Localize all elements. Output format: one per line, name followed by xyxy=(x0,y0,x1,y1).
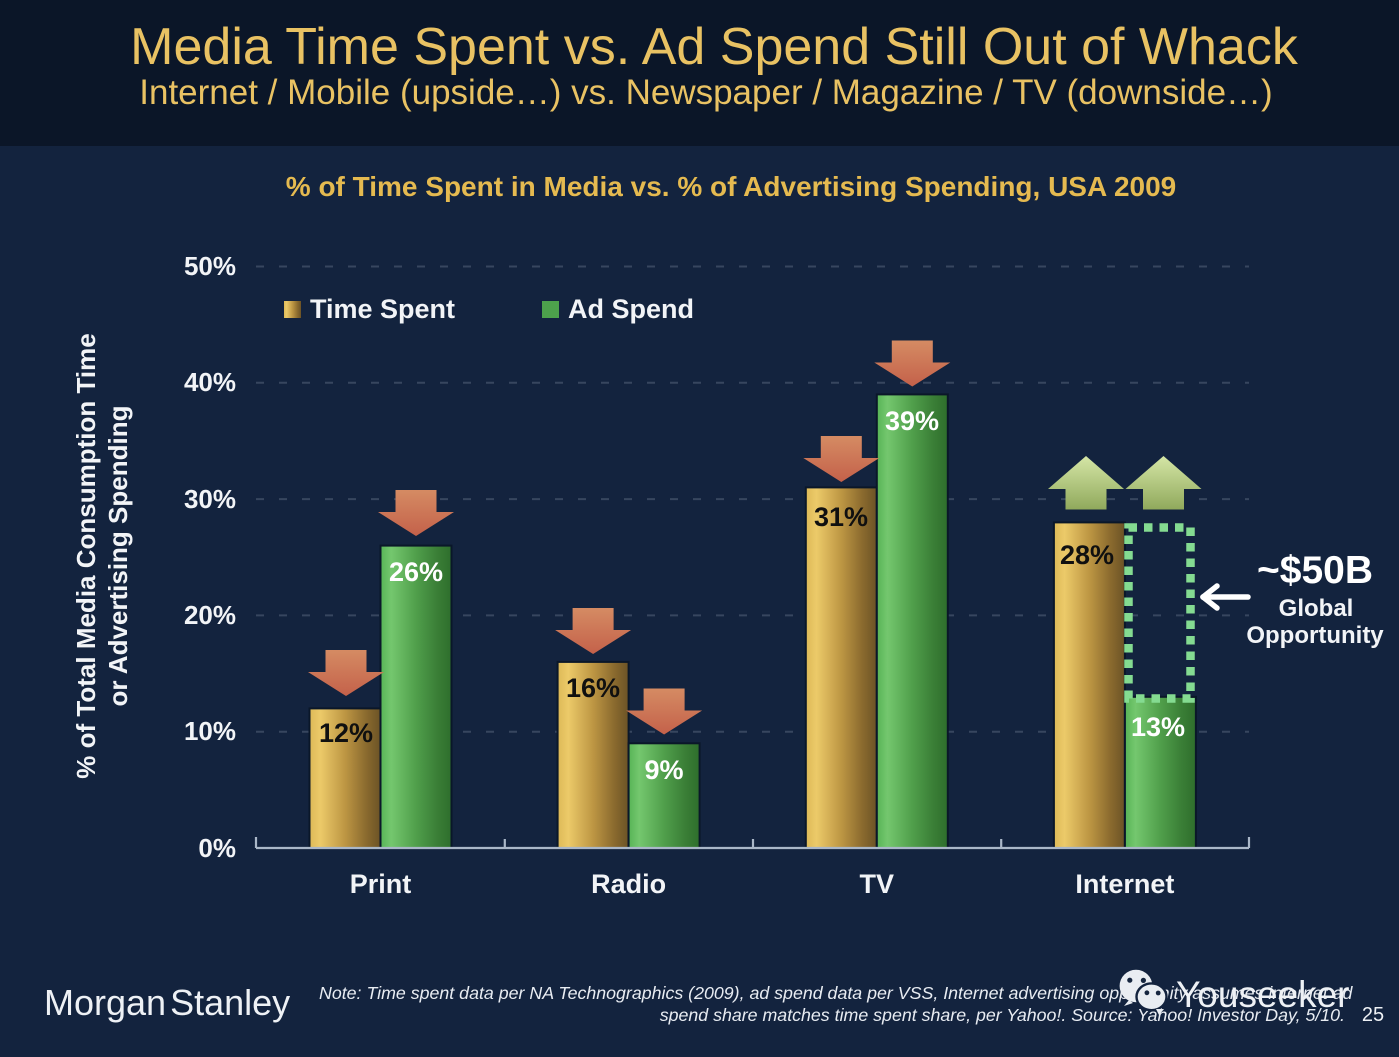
svg-text:25: 25 xyxy=(1362,1004,1384,1026)
svg-text:26%: 26% xyxy=(389,557,443,587)
svg-text:% of Total Media Consumption T: % of Total Media Consumption Time xyxy=(71,333,101,778)
svg-text:Print: Print xyxy=(350,869,412,899)
svg-text:Time Spent: Time Spent xyxy=(310,294,455,324)
svg-text:30%: 30% xyxy=(184,484,236,514)
svg-text:Youseeker: Youseeker xyxy=(1176,974,1350,1015)
svg-text:9%: 9% xyxy=(644,755,683,785)
svg-text:Global: Global xyxy=(1279,595,1354,622)
svg-text:28%: 28% xyxy=(1060,540,1114,570)
svg-text:or Advertising Spending: or Advertising Spending xyxy=(103,406,133,707)
svg-text:Internet / Mobile (upside…) vs: Internet / Mobile (upside…) vs. Newspape… xyxy=(139,73,1272,112)
svg-text:Note: Time spent data per NA T: Note: Time spent data per NA Technograph… xyxy=(319,983,1354,1003)
svg-text:0%: 0% xyxy=(198,833,236,863)
svg-text:50%: 50% xyxy=(184,251,236,281)
svg-text:Opportunity: Opportunity xyxy=(1246,622,1384,649)
svg-text:Ad Spend: Ad Spend xyxy=(568,294,694,324)
svg-text:16%: 16% xyxy=(566,673,620,703)
svg-text:Radio: Radio xyxy=(591,869,666,899)
svg-text:Internet: Internet xyxy=(1075,869,1174,899)
svg-text:~$50B: ~$50B xyxy=(1257,549,1373,592)
svg-text:40%: 40% xyxy=(184,367,236,397)
svg-text:TV: TV xyxy=(860,869,895,899)
svg-text:39%: 39% xyxy=(885,406,939,436)
svg-text:20%: 20% xyxy=(184,600,236,630)
svg-text:spend share matches time spent: spend share matches time spent share, pe… xyxy=(660,1005,1345,1025)
svg-text:13%: 13% xyxy=(1131,712,1185,742)
svg-text:Morgan Stanley: Morgan Stanley xyxy=(44,982,290,1023)
svg-text:10%: 10% xyxy=(184,716,236,746)
svg-text:31%: 31% xyxy=(814,502,868,532)
svg-text:12%: 12% xyxy=(319,718,373,748)
svg-text:Media Time Spent vs. Ad Spend: Media Time Spent vs. Ad Spend Still Out … xyxy=(130,18,1299,76)
svg-text:% of Time Spent in Media vs. %: % of Time Spent in Media vs. % of Advert… xyxy=(286,171,1176,202)
